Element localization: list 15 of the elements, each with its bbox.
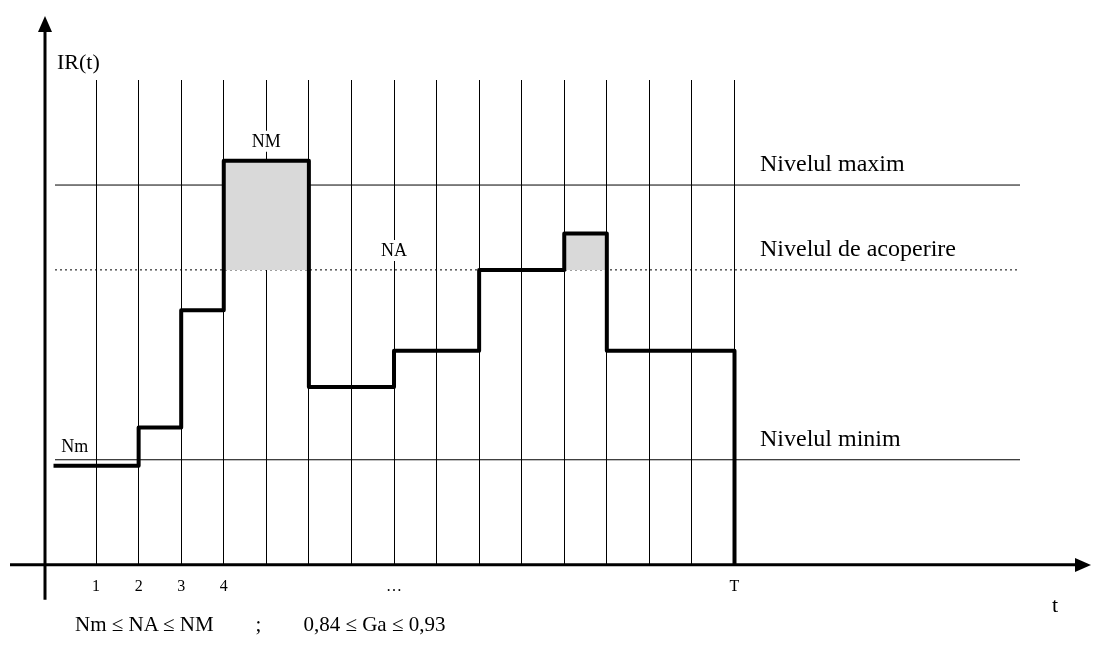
x-tick-label: … [386, 576, 403, 594]
text: Nm ≤ NA ≤ NM ; 0,84 ≤ Ga ≤ 0,93 [75, 612, 446, 637]
annotation: Nm [61, 435, 89, 456]
x-tick-label: 2 [134, 576, 143, 594]
annotation: NM [251, 130, 281, 151]
ref-line-label: Nivelul minim [760, 425, 902, 452]
x-tick-label: 3 [177, 576, 186, 594]
x-tick-label: 4 [219, 576, 228, 594]
ref-line-label: Nivelul de acoperire [760, 235, 956, 262]
x-tick-label: 1 [92, 576, 101, 594]
annotation: NA [381, 239, 408, 260]
ref-line-label: Nivelul maxim [760, 150, 906, 177]
x-axis-title: t [1051, 591, 1059, 617]
y-axis-title: IR(t) [57, 48, 100, 74]
x-tick-label: T [729, 576, 740, 594]
